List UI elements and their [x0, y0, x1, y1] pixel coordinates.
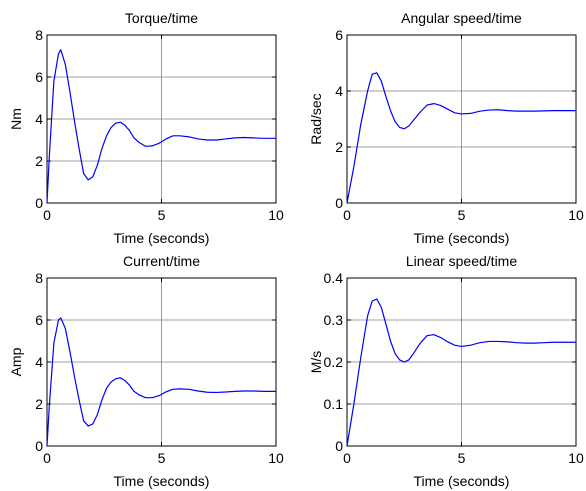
subplot-torque: Torque/time Time (seconds) Nm 0 5 10 0 2 4 6 8: [8, 10, 284, 246]
y-tick-label: 4: [335, 83, 343, 99]
y-tick-label: 2: [335, 139, 343, 155]
y-axis-label: Nm: [8, 108, 24, 130]
y-tick-label: 0: [35, 195, 43, 211]
y-tick-label: 0.3: [324, 312, 344, 328]
y-tick-label: 0.1: [324, 396, 344, 412]
y-tick-label: 4: [35, 111, 43, 127]
x-axis-label: Time (seconds): [414, 230, 510, 246]
y-tick-label: 6: [335, 27, 343, 43]
subplot-linear-speed: Linear speed/time Time (seconds) M/s 0 5 1…: [308, 253, 584, 489]
subplot-current: Current/time Time (seconds) Amp 0 5 10 0 2 4 6…: [8, 253, 284, 489]
chart-title: Current/time: [123, 253, 200, 269]
y-axis-label: Amp: [8, 347, 24, 376]
y-tick-label: 0: [335, 438, 343, 454]
y-tick-label: 4: [35, 354, 43, 370]
y-tick-label: 0: [335, 195, 343, 211]
series-line: [46, 317, 276, 447]
x-tick-label: 10: [268, 207, 284, 223]
y-tick-label: 6: [35, 312, 43, 328]
y-tick-label: 8: [35, 27, 43, 43]
series-line: [346, 298, 576, 447]
x-axis-label: Time (seconds): [414, 473, 510, 489]
y-axis-label: M/s: [308, 351, 324, 374]
y-tick-label: 6: [35, 69, 43, 85]
x-tick-label: 0: [43, 450, 51, 466]
series-line: [346, 72, 576, 204]
x-axis-label: Time (seconds): [114, 230, 210, 246]
x-axis-label: Time (seconds): [114, 473, 210, 489]
x-tick-label: 5: [458, 207, 466, 223]
series-line: [46, 49, 276, 204]
x-tick-label: 0: [343, 450, 351, 466]
chart-title: Torque/time: [125, 10, 198, 26]
y-tick-label: 2: [35, 153, 43, 169]
x-tick-label: 5: [158, 207, 166, 223]
x-tick-label: 10: [568, 450, 584, 466]
y-tick-label: 0: [35, 438, 43, 454]
chart-title: Linear speed/time: [406, 253, 518, 269]
x-tick-label: 10: [568, 207, 584, 223]
y-tick-label: 0.2: [324, 354, 344, 370]
y-tick-label: 0.4: [324, 270, 344, 286]
y-tick-label: 8: [35, 270, 43, 286]
subplot-angular-speed: Angular speed/time Time (seconds) Rad/se…: [308, 10, 584, 246]
y-tick-label: 2: [35, 396, 43, 412]
chart-title: Angular speed/time: [401, 10, 522, 26]
y-axis-label: Rad/sec: [308, 93, 324, 144]
x-tick-label: 0: [343, 207, 351, 223]
x-tick-label: 0: [43, 207, 51, 223]
x-tick-label: 5: [458, 450, 466, 466]
x-tick-label: 5: [158, 450, 166, 466]
x-tick-label: 10: [268, 450, 284, 466]
